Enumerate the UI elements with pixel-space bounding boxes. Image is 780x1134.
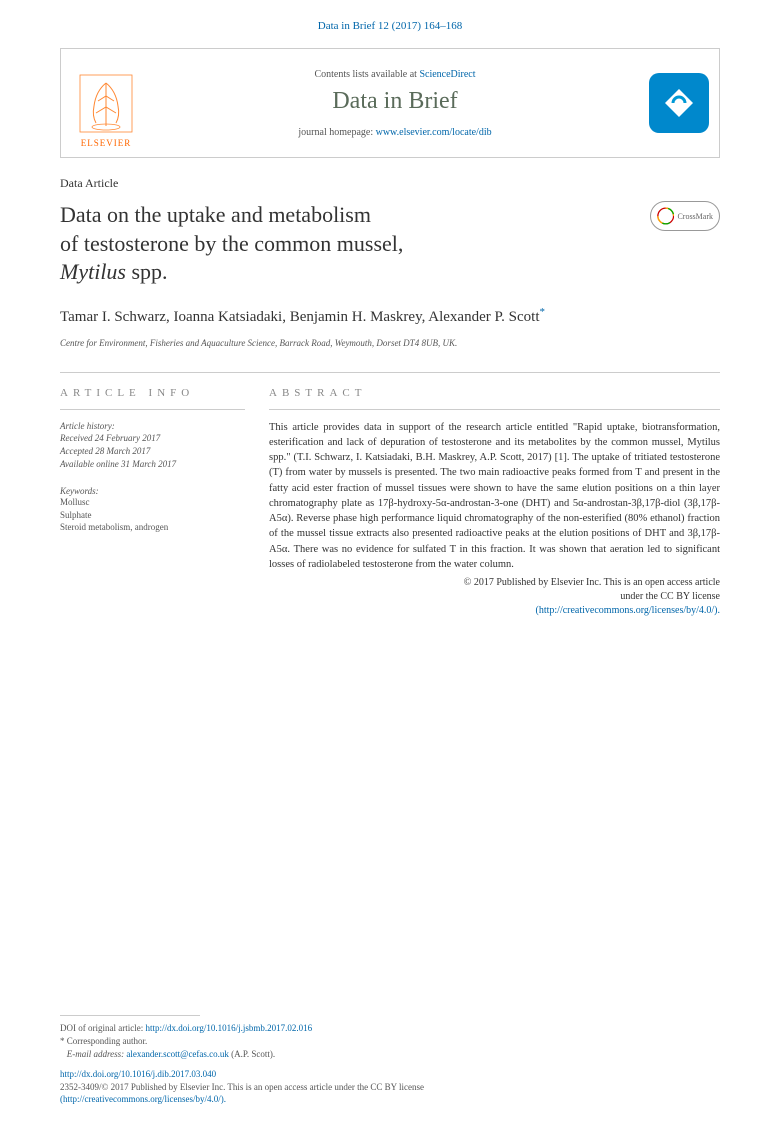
contents-line: Contents lists available at ScienceDirec… [141, 69, 649, 80]
keyword-3: Steroid metabolism, androgen [60, 521, 245, 534]
abstract-col: ABSTRACT This article provides data in s… [269, 387, 720, 618]
article-type: Data Article [60, 176, 720, 191]
article-info-col: ARTICLE INFO Article history: Received 2… [60, 387, 245, 618]
cc-link[interactable]: (http://creativecommons.org/licenses/by/… [269, 604, 720, 618]
journal-title: Data in Brief [141, 88, 649, 115]
history-accepted: Accepted 28 March 2017 [60, 445, 245, 458]
history-label: Article history: [60, 420, 245, 433]
abstract-body: This article provides data in support of… [269, 420, 720, 572]
keywords-block: Keywords: Mollusc Sulphate Steroid metab… [60, 486, 245, 534]
license-link[interactable]: (http://creativecommons.org/licenses/by/… [60, 1093, 720, 1106]
email-suffix: (A.P. Scott). [229, 1049, 275, 1059]
author-names: Tamar I. Schwarz, Ioanna Katsiadaki, Ben… [60, 309, 540, 325]
homepage-link[interactable]: www.elsevier.com/locate/dib [376, 127, 492, 138]
elsevier-label: ELSEVIER [81, 138, 132, 148]
doi-label: DOI of original article: [60, 1023, 145, 1033]
crossmark-icon [657, 207, 674, 225]
issn-line: 2352-3409/© 2017 Published by Elsevier I… [60, 1081, 720, 1094]
contents-prefix: Contents lists available at [314, 69, 419, 80]
copyright-block: © 2017 Published by Elsevier Inc. This i… [269, 576, 720, 618]
journal-center: Contents lists available at ScienceDirec… [141, 69, 649, 138]
elsevier-logo[interactable]: ELSEVIER [71, 58, 141, 148]
authors: Tamar I. Schwarz, Ioanna Katsiadaki, Ben… [60, 305, 720, 328]
copyright-text: © 2017 Published by Elsevier Inc. This i… [269, 576, 720, 590]
crossmark-badge[interactable]: CrossMark [650, 201, 720, 231]
homepage-line: journal homepage: www.elsevier.com/locat… [141, 127, 649, 138]
title-part1: Data on the uptake and metabolism [60, 202, 371, 227]
cc-text: under the CC BY license [269, 590, 720, 604]
title-part3-rest: spp. [126, 259, 168, 284]
title-part2: of testosterone by the common mussel, [60, 231, 403, 256]
keywords-label: Keywords: [60, 486, 245, 496]
email-link[interactable]: alexander.scott@cefas.co.uk [126, 1049, 229, 1059]
sciencedirect-link[interactable]: ScienceDirect [419, 69, 475, 80]
title-row: Data on the uptake and metabolism of tes… [60, 201, 720, 287]
article-doi-link[interactable]: http://dx.doi.org/10.1016/j.dib.2017.03.… [60, 1068, 720, 1081]
article-title: Data on the uptake and metabolism of tes… [60, 201, 650, 287]
history-received: Received 24 February 2017 [60, 432, 245, 445]
footer-separator [60, 1015, 200, 1016]
corresponding-note: * Corresponding author. [60, 1035, 720, 1048]
email-line: E-mail address: alexander.scott@cefas.co… [60, 1048, 720, 1061]
footer-bottom: http://dx.doi.org/10.1016/j.dib.2017.03.… [60, 1068, 720, 1106]
article-history: Article history: Received 24 February 20… [60, 420, 245, 470]
email-label: E-mail address: [67, 1049, 127, 1059]
keyword-2: Sulphate [60, 509, 245, 522]
homepage-prefix: journal homepage: [298, 127, 375, 138]
corresponding-marker: * [540, 306, 546, 318]
info-label: ARTICLE INFO [60, 387, 245, 410]
info-abstract-row: ARTICLE INFO Article history: Received 2… [60, 372, 720, 618]
abstract-label: ABSTRACT [269, 387, 720, 410]
header-citation: Data in Brief 12 (2017) 164–168 [0, 0, 780, 40]
journal-header-box: ELSEVIER Contents lists available at Sci… [60, 48, 720, 158]
title-part3-italic: Mytilus [60, 259, 126, 284]
doi-original-link[interactable]: http://dx.doi.org/10.1016/j.jsbmb.2017.0… [145, 1023, 312, 1033]
footer: DOI of original article: http://dx.doi.o… [60, 1015, 720, 1106]
history-online: Available online 31 March 2017 [60, 458, 245, 471]
affiliation: Centre for Environment, Fisheries and Aq… [60, 338, 720, 348]
doi-original: DOI of original article: http://dx.doi.o… [60, 1022, 720, 1035]
elsevier-tree-icon [76, 71, 136, 136]
crossmark-label: CrossMark [677, 212, 713, 221]
keyword-1: Mollusc [60, 496, 245, 509]
journal-badge-icon [649, 73, 709, 133]
